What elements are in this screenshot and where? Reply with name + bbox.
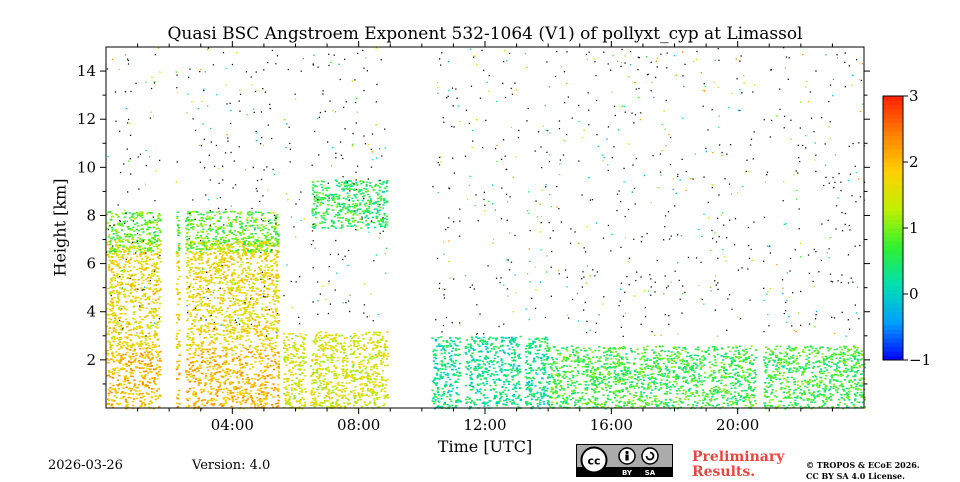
- data-region-boundary-layer-afternoon: [548, 345, 867, 410]
- sa-sharealike-icon: [641, 447, 659, 465]
- y-tick-label: 10: [77, 158, 96, 176]
- preliminary-notice: Preliminary Results.: [692, 449, 785, 480]
- data-noise-points: [106, 47, 866, 337]
- colorbar-tick-label: 3: [909, 87, 919, 105]
- data-region-cirrus-morning: [311, 179, 389, 229]
- y-tick-label: 6: [86, 255, 96, 273]
- data-region-lofted-layer-night: [106, 239, 281, 350]
- y-tick-label: 2: [86, 351, 96, 369]
- y-tick-label: 4: [86, 303, 96, 321]
- data-region-boundary-layer-morning: [282, 331, 390, 410]
- x-axis-label: Time [UTC]: [437, 437, 533, 456]
- y-tick-label: 14: [77, 62, 96, 80]
- cc-license-badge: cc BY SA: [576, 444, 673, 477]
- chart-title: Quasi BSC Angstroem Exponent 532-1064 (V…: [167, 24, 803, 44]
- cc-icon-text: cc: [587, 455, 600, 468]
- y-tick-label: 12: [77, 110, 96, 128]
- copyright-notice: © TROPOS & ECoE 2026. CC BY SA 4.0 Licen…: [806, 460, 920, 481]
- colorbar-tick-label: 2: [909, 153, 919, 171]
- colorbar-tick-label: 1: [909, 219, 919, 237]
- colorbar: 3 2 1 0 −1: [882, 87, 931, 369]
- x-tick-label: 04:00: [211, 416, 254, 434]
- colorbar-tick-label: 0: [909, 285, 919, 303]
- data-region-cloud-top-night: [106, 210, 280, 254]
- data-region-noon-columns: [431, 335, 551, 410]
- x-tick-label: 20:00: [716, 416, 759, 434]
- cc-icon: [580, 446, 608, 474]
- y-axis-label: Height [km]: [50, 178, 70, 277]
- data-region-aerosol-layer-night: [106, 347, 281, 410]
- footer-date: 2026-03-26: [48, 458, 123, 473]
- footer-version: Version: 4.0: [192, 458, 271, 473]
- y-tick-label: 8: [86, 206, 96, 224]
- colorbar-tick-label: −1: [909, 351, 931, 369]
- x-tick-label: 16:00: [590, 416, 633, 434]
- x-tick-label: 08:00: [337, 416, 380, 434]
- x-tick-label: 12:00: [463, 416, 506, 434]
